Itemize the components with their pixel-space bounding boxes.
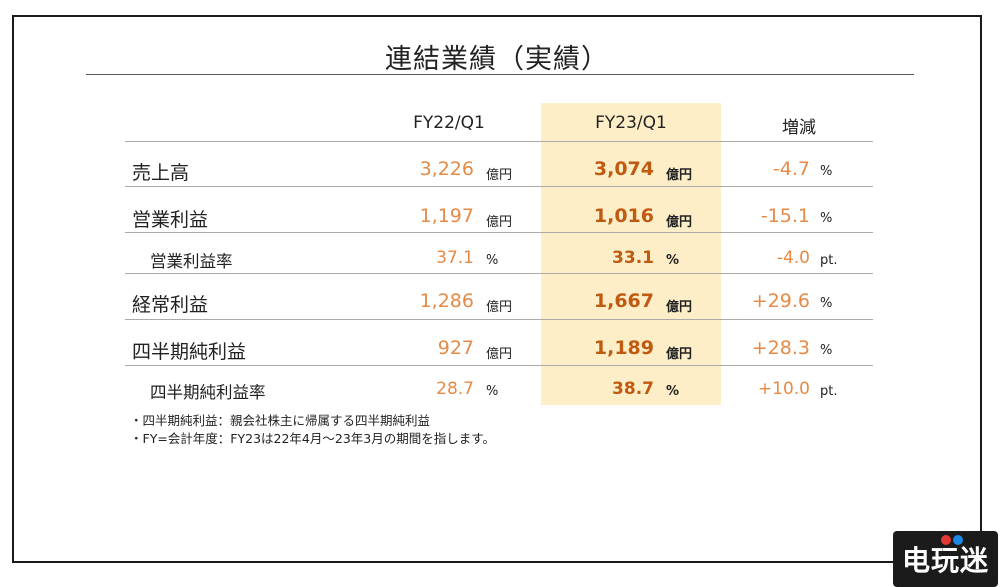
operating-income-change-unit: % bbox=[820, 211, 833, 226]
title-divider bbox=[86, 74, 914, 75]
header-fy22: FY22/Q1 bbox=[413, 113, 485, 133]
watermark-logo: 电玩迷 bbox=[893, 531, 998, 587]
operating-income-fy22-value: 1,197 bbox=[419, 205, 474, 227]
net-sales-change-unit: % bbox=[820, 164, 833, 179]
logo-blue-dot-icon bbox=[953, 535, 963, 545]
quarterly-net-income-fy23-value: 1,189 bbox=[593, 337, 654, 359]
row-label-operating-income: 営業利益 bbox=[132, 209, 209, 231]
quarterly-net-income-change-unit: % bbox=[820, 343, 833, 358]
watermark-text: 电玩迷 bbox=[901, 544, 989, 577]
header-change: 増減 bbox=[782, 118, 816, 138]
row-divider bbox=[125, 365, 873, 366]
quarterly-net-income-fy22-unit: 億円 bbox=[486, 347, 513, 362]
ordinary-income-fy22-unit: 億円 bbox=[486, 300, 513, 315]
row-divider bbox=[125, 273, 873, 274]
quarterly-net-income-fy22-value: 927 bbox=[437, 337, 474, 359]
quarterly-net-margin-fy23-value: 38.7 bbox=[612, 379, 654, 399]
row-label-quarterly-net-margin: 四半期純利益率 bbox=[150, 383, 266, 402]
ordinary-income-fy23-unit: 億円 bbox=[666, 300, 693, 315]
row-label-ordinary-income: 経常利益 bbox=[132, 294, 209, 316]
quarterly-net-margin-fy22-value: 28.7 bbox=[436, 379, 474, 399]
quarterly-net-margin-change-value: +10.0 bbox=[757, 379, 810, 399]
operating-margin-fy22-value: 37.1 bbox=[436, 248, 474, 268]
quarterly-net-margin-fy22-unit: % bbox=[486, 384, 499, 399]
header-rule bbox=[125, 141, 873, 142]
net-sales-change-value: -4.7 bbox=[772, 158, 810, 180]
ordinary-income-change-unit: % bbox=[820, 296, 833, 311]
quarterly-net-margin-fy23-unit: % bbox=[666, 384, 680, 399]
operating-margin-fy23-unit: % bbox=[666, 253, 680, 268]
net-sales-fy22-unit: 億円 bbox=[486, 168, 513, 183]
row-divider bbox=[125, 186, 873, 187]
slide-title: 連結業績（実績） bbox=[385, 44, 609, 75]
fy23-column-highlight bbox=[541, 103, 721, 405]
footnote-fiscal-year: ・FY=会計年度：FY23は22年4月～23年3月の期間を指します。 bbox=[130, 431, 495, 446]
ordinary-income-fy23-value: 1,667 bbox=[593, 290, 654, 312]
operating-margin-change-value: -4.0 bbox=[776, 248, 810, 268]
quarterly-net-income-fy23-unit: 億円 bbox=[666, 347, 693, 362]
quarterly-net-margin-change-unit: pt. bbox=[820, 384, 838, 399]
net-sales-fy23-unit: 億円 bbox=[666, 168, 693, 183]
slide-frame: 連結業績（実績） FY22/Q1 FY23/Q1 増減 売上高 3,226 億円… bbox=[12, 15, 982, 563]
operating-income-fy22-unit: 億円 bbox=[486, 215, 513, 230]
operating-margin-fy23-value: 33.1 bbox=[612, 248, 654, 268]
footnote-net-income: ・四半期純利益：親会社株主に帰属する四半期純利益 bbox=[130, 413, 431, 428]
operating-margin-fy22-unit: % bbox=[486, 253, 499, 268]
header-fy23: FY23/Q1 bbox=[595, 113, 667, 133]
ordinary-income-change-value: +29.6 bbox=[751, 290, 810, 312]
net-sales-fy22-value: 3,226 bbox=[419, 158, 474, 180]
row-label-quarterly-net-income: 四半期純利益 bbox=[132, 341, 247, 363]
row-label-operating-margin: 営業利益率 bbox=[150, 252, 233, 271]
operating-income-change-value: -15.1 bbox=[760, 205, 810, 227]
row-divider bbox=[125, 319, 873, 320]
logo-red-dot-icon bbox=[941, 535, 951, 545]
row-divider bbox=[125, 232, 873, 233]
quarterly-net-income-change-value: +28.3 bbox=[751, 337, 810, 359]
operating-income-fy23-value: 1,016 bbox=[593, 205, 654, 227]
operating-income-fy23-unit: 億円 bbox=[666, 215, 693, 230]
operating-margin-change-unit: pt. bbox=[820, 253, 838, 268]
row-label-net-sales: 売上高 bbox=[132, 162, 190, 184]
net-sales-fy23-value: 3,074 bbox=[593, 158, 654, 180]
ordinary-income-fy22-value: 1,286 bbox=[419, 290, 474, 312]
